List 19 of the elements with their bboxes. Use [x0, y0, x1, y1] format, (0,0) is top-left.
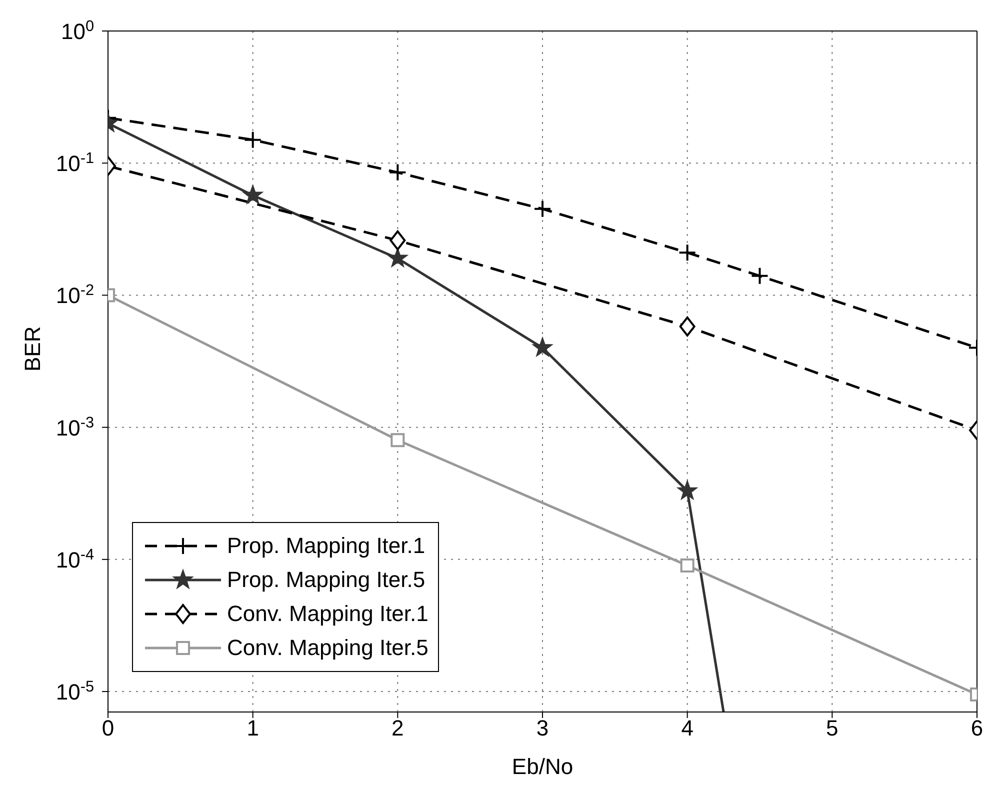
x-tick-label: 3 — [536, 716, 549, 741]
y-axis-title: BER — [20, 326, 45, 372]
x-tick-label: 6 — [970, 716, 984, 741]
x-tick-label: 1 — [246, 716, 259, 741]
legend-label: Prop. Mapping Iter.5 — [227, 567, 426, 593]
y-tick-label: 10$^{-2}$ — [56, 282, 94, 308]
x-tick-label: 2 — [392, 716, 404, 741]
y-tick-label: 10$^{-3}$ — [56, 414, 94, 440]
x-tick-label: 5 — [826, 716, 838, 741]
y-tick-label: 10$^{0}$ — [60, 18, 94, 44]
legend-label: Conv. Mapping Iter.1 — [227, 601, 428, 627]
x-tick-label: 4 — [681, 716, 694, 741]
legend-label: Prop. Mapping Iter.1 — [227, 533, 426, 559]
x-tick-label: 0 — [102, 716, 114, 741]
y-tick-label: 10$^{-1}$ — [56, 150, 94, 176]
x-axis-title: Eb/No — [512, 754, 574, 779]
y-tick-label: 10$^{-4}$ — [56, 546, 94, 572]
legend-label: Conv. Mapping Iter.5 — [227, 635, 428, 661]
y-tick-label: 10$^{-5}$ — [56, 678, 94, 705]
